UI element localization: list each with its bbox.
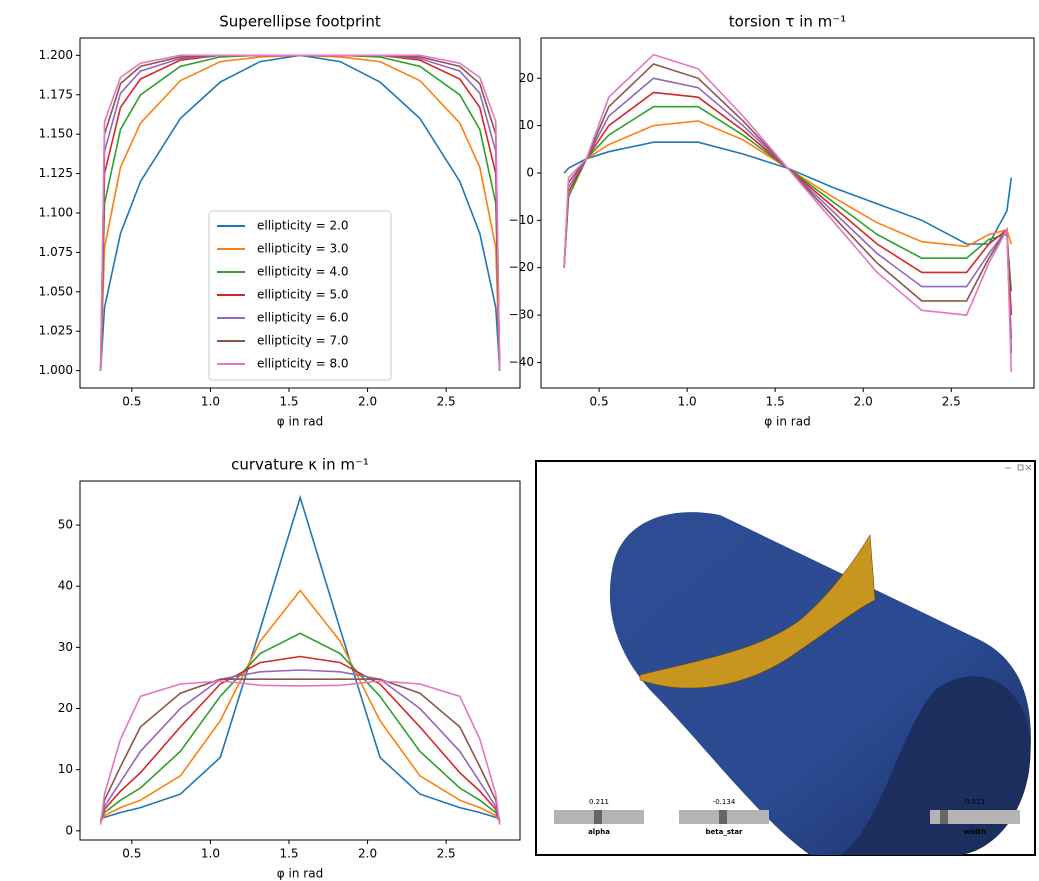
x-tick-label: 1.0	[678, 395, 697, 409]
x-tick-label: 2.5	[437, 847, 456, 861]
viewer-titlebar	[538, 463, 1033, 475]
x-axis-label: φ in rad	[277, 415, 323, 429]
legend-entry: ellipticity = 2.0	[257, 219, 349, 233]
x-tick-label: 2.5	[437, 395, 456, 409]
line	[99, 669, 501, 822]
window-controls[interactable]	[1005, 464, 1032, 471]
slider-handle[interactable]	[940, 810, 948, 824]
y-tick-label: 1.150	[39, 127, 73, 141]
y-tick-label: 10	[519, 118, 534, 132]
line	[563, 91, 1013, 316]
y-tick-label: −30	[509, 308, 534, 322]
legend-entry: ellipticity = 5.0	[257, 288, 349, 302]
y-tick-label: 1.100	[39, 206, 73, 220]
y-tick-label: −40	[509, 355, 534, 369]
slider-value: 0.513	[965, 798, 985, 806]
x-tick-label: 1.0	[201, 395, 220, 409]
line	[563, 53, 1013, 372]
line	[99, 678, 501, 822]
line	[99, 680, 501, 825]
y-tick-label: 0	[526, 165, 534, 179]
line	[99, 54, 501, 371]
axes-frame	[79, 37, 521, 389]
slider-name: alpha	[588, 828, 610, 836]
line	[100, 494, 500, 820]
y-tick-label: 1.000	[39, 363, 73, 377]
x-tick-label: 0.5	[590, 395, 609, 409]
x-tick-label: 0.5	[122, 395, 141, 409]
slider-value: -0.134	[713, 798, 736, 806]
y-tick-label: 50	[58, 518, 73, 532]
line	[99, 589, 501, 823]
legend-entry: ellipticity = 6.0	[257, 311, 349, 325]
legend-box	[208, 210, 392, 381]
slider-value: 0.211	[589, 798, 609, 806]
slider-name: width	[964, 828, 986, 836]
viewer-window: 0.211 alpha -0.134 beta_star 0.513 width	[535, 460, 1036, 856]
line	[99, 632, 501, 823]
x-tick-label: 2.0	[854, 395, 873, 409]
x-tick-label: 1.5	[279, 847, 298, 861]
y-tick-label: −20	[509, 260, 534, 274]
slider-track[interactable]	[930, 810, 1020, 824]
x-tick-label: 1.5	[766, 395, 785, 409]
y-tick-label: 1.025	[39, 324, 73, 338]
slider-handle[interactable]	[719, 810, 727, 824]
x-tick-label: 2.5	[942, 395, 961, 409]
y-tick-label: 1.200	[39, 48, 73, 62]
x-tick-label: 2.0	[358, 395, 377, 409]
y-tick-label: 10	[58, 762, 73, 776]
chart-title: torsion τ in m⁻¹	[729, 13, 846, 31]
y-tick-label: 30	[58, 640, 73, 654]
chart-title: Superellipse footprint	[219, 13, 381, 31]
y-tick-label: 0	[65, 823, 73, 837]
line	[563, 77, 1013, 339]
line	[563, 63, 1013, 354]
line	[563, 141, 1013, 245]
line	[563, 120, 1013, 268]
ribbon	[639, 534, 876, 689]
slider-handle[interactable]	[594, 810, 602, 824]
x-tick-label: 1.5	[279, 395, 298, 409]
legend-entry: ellipticity = 3.0	[257, 242, 349, 256]
axes-frame	[540, 37, 1035, 389]
legend-entry: ellipticity = 7.0	[257, 334, 349, 348]
x-tick-label: 0.5	[122, 847, 141, 861]
y-tick-label: 40	[58, 579, 73, 593]
x-axis-label: φ in rad	[277, 867, 323, 881]
axes-frame	[79, 480, 521, 841]
x-tick-label: 1.0	[201, 847, 220, 861]
slider-name: beta_star	[705, 828, 743, 836]
chart-title: curvature κ in m⁻¹	[231, 456, 369, 474]
y-tick-label: −10	[509, 213, 534, 227]
legend-entry: ellipticity = 8.0	[257, 357, 349, 371]
line	[99, 655, 501, 822]
y-tick-label: 20	[519, 71, 534, 85]
y-tick-label: 20	[58, 701, 73, 715]
y-tick-label: 1.125	[39, 166, 73, 180]
y-tick-label: 1.175	[39, 87, 73, 101]
x-axis-label: φ in rad	[764, 415, 810, 429]
legend-entry: ellipticity = 4.0	[257, 265, 349, 279]
y-tick-label: 1.050	[39, 284, 73, 298]
sliders: 0.211 alpha -0.134 beta_star 0.513 width	[554, 798, 1020, 836]
y-tick-label: 1.075	[39, 245, 73, 259]
x-tick-label: 2.0	[358, 847, 377, 861]
